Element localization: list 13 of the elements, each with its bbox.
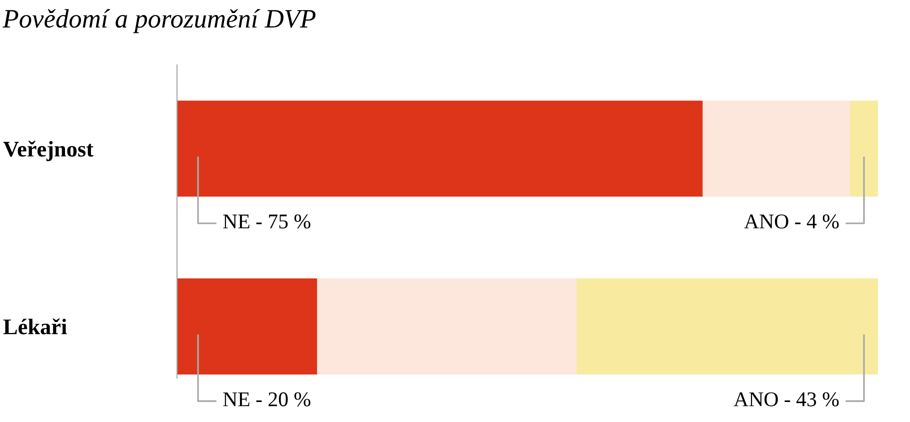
bar	[177, 278, 318, 374]
text: ANO - 43 %	[734, 392, 839, 406]
bar	[576, 278, 878, 374]
chart-title: Povědomí a porozumění DVP	[2, 9, 316, 34]
bar	[702, 100, 850, 197]
y-tick-label: Lékaři	[3, 318, 67, 334]
bar	[177, 100, 703, 197]
y-tick-label: Veřejnost	[3, 140, 94, 162]
annotation: NE - 75 %	[223, 214, 310, 229]
bar	[850, 100, 878, 197]
annotation: ANO - 4 %	[744, 214, 839, 229]
text: NE - 20 %	[223, 392, 310, 406]
bar	[317, 278, 577, 374]
